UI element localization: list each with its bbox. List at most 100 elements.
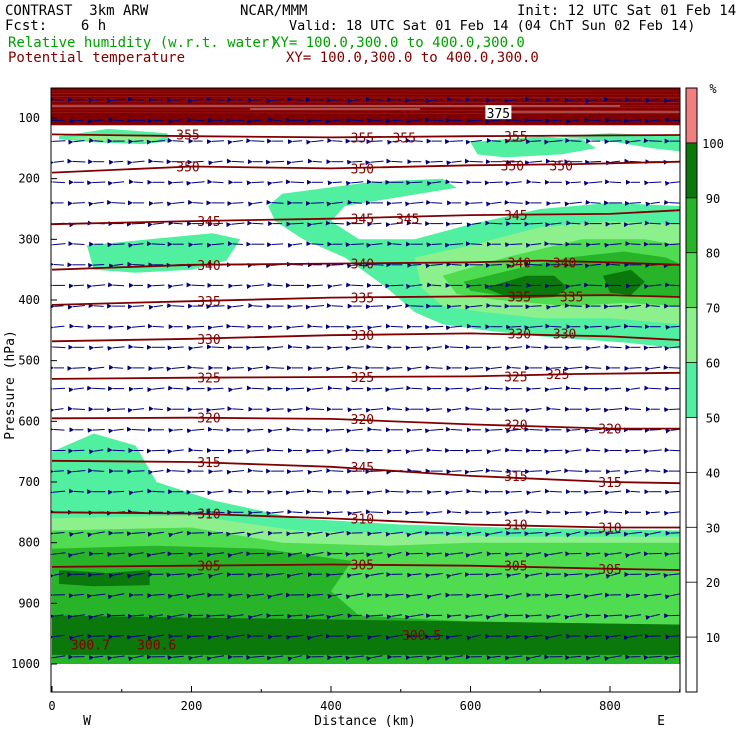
wind-vector (405, 345, 423, 351)
wind-vector (207, 386, 224, 392)
wind-vector (107, 655, 125, 661)
wind-vector (166, 201, 185, 207)
wind-vector (623, 118, 643, 124)
wind-vector (505, 447, 523, 453)
colorbar-label: 70 (706, 302, 720, 316)
wind-vector (227, 304, 244, 310)
wind-vector (365, 572, 384, 579)
wind-vector (51, 655, 66, 662)
wind-vector (426, 447, 442, 453)
wind-vector (286, 325, 304, 331)
wind-vector (484, 180, 503, 186)
wind-vector (267, 282, 283, 288)
wind-vector (466, 283, 482, 289)
theta-label: 340 (197, 259, 220, 274)
wind-vector (425, 634, 444, 640)
wind-vector (524, 531, 543, 537)
wind-vector (645, 510, 660, 516)
wind-vector (326, 97, 343, 103)
wind-vector (227, 241, 243, 247)
y-tick-label: 200 (18, 172, 40, 186)
wind-vector (506, 117, 522, 123)
wind-vector (287, 242, 303, 248)
wind-vector (286, 160, 304, 166)
wind-vector (307, 158, 322, 164)
wind-vector (51, 304, 64, 310)
wind-vectors (51, 96, 680, 662)
rh-region-50 (554, 133, 680, 152)
wind-vector (266, 655, 284, 661)
y-tick-label: 900 (18, 596, 40, 610)
wind-vector (387, 139, 402, 145)
valid-time: Valid: 18 UTC Sat 01 Feb 14 (04 ChT Sun … (289, 18, 696, 34)
wind-vector (406, 531, 422, 538)
wind-vector (267, 489, 283, 495)
wind-vector (186, 634, 205, 640)
wind-vector (405, 97, 424, 103)
wind-vector (407, 467, 422, 473)
wind-vector (545, 222, 562, 228)
wind-vector (583, 180, 603, 186)
wind-vector (148, 158, 164, 164)
wind-vector (365, 509, 384, 515)
wind-vector (525, 344, 542, 350)
wind-vector (524, 572, 543, 579)
wind-vector (564, 510, 582, 516)
wind-vector (286, 426, 304, 432)
wind-vector (525, 613, 542, 619)
wind-vector (584, 634, 602, 640)
wind-vector (585, 552, 601, 557)
colorbar-label: 30 (706, 521, 720, 535)
wind-vector (484, 283, 503, 289)
colorbar-bin (686, 142, 697, 198)
wind-vector (446, 407, 462, 413)
wind-vector (625, 241, 641, 247)
wind-vector (526, 179, 541, 185)
wind-vector (346, 634, 363, 640)
wind-vector (565, 593, 581, 599)
wind-vector (186, 117, 205, 123)
wind-vector (524, 634, 543, 640)
wind-vector (664, 447, 680, 453)
wind-vector (427, 489, 442, 495)
wind-vector (644, 593, 662, 599)
wind-vector (386, 365, 403, 371)
wind-vector (445, 634, 463, 640)
wind-vector (347, 511, 362, 517)
wind-vector (645, 572, 661, 578)
wind-vector (506, 573, 521, 579)
wind-vector (307, 366, 322, 372)
wind-vector (425, 573, 443, 579)
wind-vector (87, 427, 105, 433)
wind-vector (624, 365, 642, 371)
wind-vector (187, 511, 204, 516)
wind-vector (584, 489, 603, 495)
wind-vector (127, 613, 145, 619)
wind-vector (327, 655, 343, 661)
wind-vector (366, 179, 383, 185)
wind-vector (267, 593, 283, 600)
wind-vector (585, 364, 602, 370)
theta-line-335 (51, 294, 680, 306)
wind-vector (345, 655, 364, 661)
wind-vector (466, 634, 482, 641)
y-tick-label: 100 (18, 111, 40, 125)
wind-vector (287, 655, 303, 662)
axes: 0 200 400 600 800 100 200 300 400 500 600 700 800 900… (11, 111, 681, 713)
wind-vector (665, 117, 680, 123)
wind-vector (407, 572, 422, 578)
theta-line-345 (51, 209, 680, 226)
wind-vector (67, 469, 86, 475)
wind-vector (246, 593, 264, 599)
wind-vector (485, 468, 502, 474)
theta-label: 330 (508, 327, 531, 342)
wind-vector (525, 304, 542, 310)
wind-vector (485, 572, 502, 578)
wind-vector (226, 634, 245, 641)
wind-vector (545, 469, 561, 475)
wind-vector (365, 261, 384, 267)
theta-label: 335 (508, 290, 531, 305)
wind-vector (386, 552, 402, 559)
wind-vector (326, 366, 344, 372)
theta-label-box (485, 105, 512, 120)
